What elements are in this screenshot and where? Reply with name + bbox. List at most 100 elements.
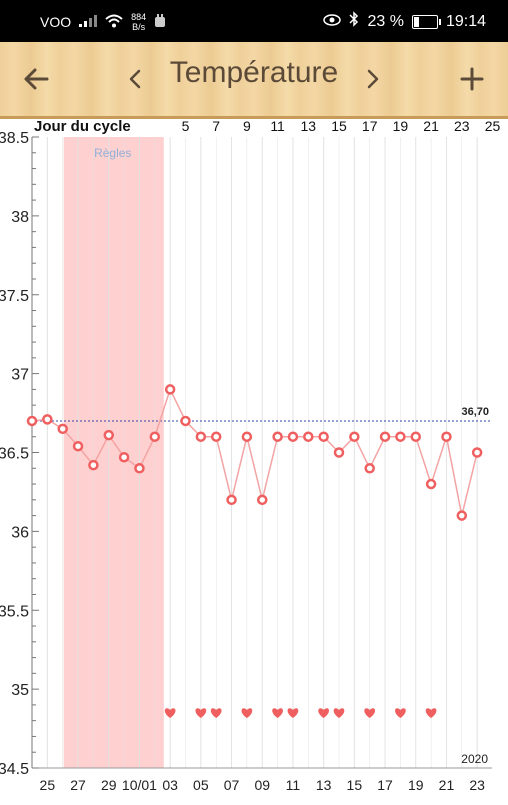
arrow-left-icon: [24, 68, 49, 90]
date-label: 21: [439, 777, 455, 793]
cycle-day-label: 17: [362, 118, 378, 134]
temperature-point: [410, 431, 421, 442]
heart-icon: [241, 708, 253, 718]
heart-icon: [210, 708, 222, 718]
temperature-point: [456, 510, 468, 521]
y-tick-label: 37: [11, 367, 29, 384]
temperature-point: [364, 463, 375, 474]
battery-percent: 23 %: [367, 12, 404, 30]
y-tick-label: 34.5: [0, 761, 29, 778]
heart-icon: [318, 708, 330, 718]
temperature-point: [195, 431, 207, 442]
app-header: Température: [0, 42, 508, 119]
period-band: [63, 137, 164, 768]
bluetooth-icon: [349, 11, 359, 32]
y-tick-label: 35.5: [0, 603, 29, 620]
temperature-point: [333, 447, 345, 458]
heart-icon: [333, 708, 345, 718]
reference-line-label: 36,70: [461, 406, 489, 418]
temperature-point: [318, 431, 329, 442]
temperature-point: [241, 431, 253, 442]
date-label: 25: [40, 777, 56, 793]
period-label: Règles: [94, 146, 131, 160]
temperature-point: [471, 447, 483, 458]
cycle-day-label: 21: [423, 118, 439, 134]
temperature-point: [88, 459, 99, 471]
plus-icon: [460, 67, 484, 91]
page-title: Température: [169, 56, 339, 89]
date-label: 27: [70, 777, 86, 793]
temperature-point: [149, 431, 161, 442]
temperature-point: [210, 431, 222, 442]
temperature-point: [26, 415, 38, 427]
date-label: 11: [286, 777, 301, 793]
temperature-point: [42, 414, 53, 425]
cycle-day-label: 5: [182, 118, 190, 134]
cycle-day-label: 7: [212, 118, 220, 134]
heart-icon: [425, 708, 437, 718]
heart-icon: [272, 708, 283, 718]
add-entry-button[interactable]: [452, 42, 492, 116]
previous-cycle-button[interactable]: [120, 42, 150, 116]
temperature-point: [72, 440, 84, 452]
temperature-point: [272, 431, 283, 442]
chevron-right-icon: [367, 69, 379, 89]
cycle-day-label: 13: [301, 118, 317, 134]
temperature-point: [57, 423, 68, 435]
date-label: 03: [162, 777, 178, 793]
temperature-point: [180, 415, 191, 427]
date-label: 29: [101, 777, 117, 793]
temperature-point: [425, 478, 437, 490]
temperature-point: [103, 429, 114, 441]
cycle-day-label: 15: [331, 118, 347, 134]
temperature-point: [379, 431, 391, 442]
net-speed-unit: B/s: [132, 22, 146, 32]
signal-icon: [79, 14, 98, 30]
y-tick-label: 37.5: [0, 288, 29, 305]
net-speed-value: 884: [131, 12, 147, 22]
cycle-day-label: 23: [454, 118, 470, 134]
year-label: 2020: [461, 752, 488, 766]
next-cycle-button[interactable]: [358, 42, 388, 116]
heart-icon: [195, 708, 207, 718]
date-label: 15: [347, 777, 363, 793]
battery-icon: [411, 14, 441, 29]
heart-icon: [287, 708, 299, 718]
date-label: 10/01: [122, 777, 157, 793]
temperature-point: [287, 431, 299, 442]
date-label: 19: [408, 777, 424, 793]
y-tick-label: 38.5: [0, 130, 29, 147]
heart-icon: [395, 708, 406, 718]
y-tick-label: 35: [11, 682, 29, 699]
eye-icon: [323, 13, 342, 31]
temperature-point: [226, 494, 237, 506]
chevron-left-icon: [129, 69, 141, 89]
status-right: 23 % 19:14: [323, 11, 486, 32]
date-label: 13: [316, 777, 332, 793]
heart-icon: [164, 708, 176, 718]
cycle-day-label: 11: [270, 118, 285, 134]
status-left: VOO 884 B/s: [40, 12, 166, 32]
temperature-point: [303, 431, 314, 442]
temperature-point: [118, 451, 130, 463]
back-button[interactable]: [14, 42, 58, 116]
date-label: 07: [224, 777, 240, 793]
app-notification-icon: [154, 13, 166, 31]
net-speed: 884 B/s: [131, 12, 146, 32]
temperature-point: [441, 431, 452, 442]
clock: 19:14: [445, 12, 486, 30]
temperature-point: [134, 463, 145, 474]
temperature-point: [164, 384, 176, 395]
wifi-icon: [105, 14, 123, 31]
top-axis-label: Jour du cycle: [34, 118, 131, 135]
heart-icon: [364, 708, 376, 718]
date-label: 09: [254, 777, 270, 793]
temperature-point: [257, 494, 268, 506]
status-bar: VOO 884 B/s 23 % 19:14: [0, 0, 508, 42]
temperature-point: [395, 431, 406, 442]
date-label: 05: [193, 777, 209, 793]
cycle-day-label: 19: [393, 118, 409, 134]
cycle-day-label: 25: [485, 118, 501, 134]
